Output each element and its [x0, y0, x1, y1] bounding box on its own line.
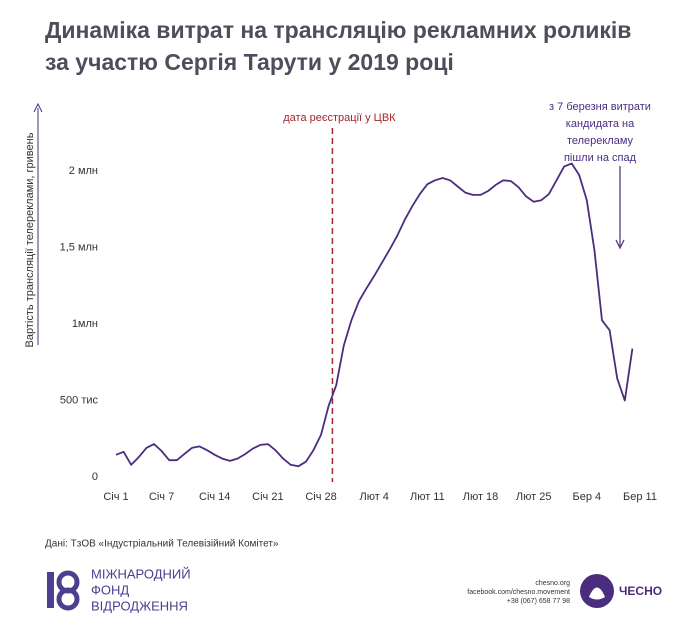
y-axis-label: Вартість трансляції телереклами, гривень [24, 132, 36, 347]
footer-contact: facebook.com/chesno.movement [467, 589, 570, 596]
line [115, 162, 634, 468]
x-tick-label: Січ 7 [149, 491, 174, 503]
x-tick-label: Січ 1 [103, 491, 128, 503]
annotation-text: з 7 березня витрати [549, 101, 651, 113]
source: Дані: ТзОВ «Індустріальний Телевізійний … [45, 539, 279, 550]
y-tick-label: 1млн [72, 318, 98, 330]
y-tick-label: 2 млн [69, 165, 98, 177]
footer-org: ВІДРОДЖЕННЯ [91, 598, 188, 613]
logo-irf [47, 570, 80, 611]
annotation-text: пішли на спад [564, 152, 637, 164]
x-tick-label: Лют 25 [516, 491, 552, 503]
y-tick-label: 0 [92, 471, 98, 483]
x-tick-label: Січ 14 [199, 491, 230, 503]
x-tick-label: Січ 28 [305, 491, 336, 503]
footer-contact: chesno.org [535, 580, 570, 587]
annotation-arrow-head [615, 239, 625, 250]
x-tick-label: Лют 11 [410, 491, 445, 503]
y-tick-label: 500 тис [60, 394, 99, 406]
logo-chesno-mark [589, 587, 605, 600]
footer-contact: +38 (067) 658 77 98 [507, 598, 570, 605]
x-tick-label: Січ 21 [252, 491, 283, 503]
annotation-text: кандидата на [566, 118, 635, 130]
footer-org: МІЖНАРОДНИЙ [91, 566, 191, 581]
footer-org: ФОНД [91, 582, 129, 597]
annotation-text: телерекламу [567, 135, 634, 147]
y-arrow-head [33, 102, 43, 113]
x-tick-label: Бер 11 [623, 491, 657, 503]
chart-title: Динаміка витрат на трансляцію рекламних … [45, 17, 631, 43]
y-tick-label: 1,5 млн [60, 242, 98, 254]
chart-title: за участю Сергія Тарути у 2019 році [45, 49, 454, 75]
footer-brand: ЧЕСНО [619, 584, 662, 598]
x-tick-label: Лют 4 [359, 491, 388, 503]
annotation-text: дата реєстрації у ЦВК [283, 112, 396, 124]
x-tick-label: Бер 4 [573, 491, 602, 503]
x-tick-label: Лют 18 [463, 491, 499, 503]
